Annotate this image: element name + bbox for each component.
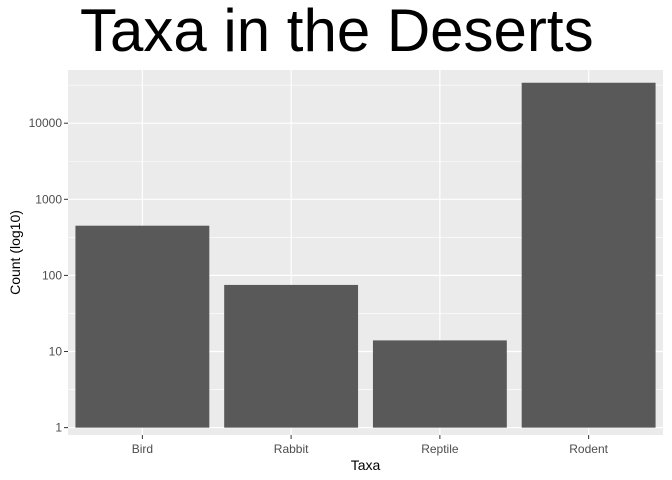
x-tick-label-rabbit: Rabbit <box>274 442 309 456</box>
x-tick-label-rodent: Rodent <box>569 442 608 456</box>
y-axis-title: Count (log10) <box>7 210 23 295</box>
y-tick-label: 10000 <box>29 116 63 130</box>
bar-rodent <box>521 82 656 428</box>
chart-title: Taxa in the Deserts <box>80 0 594 64</box>
y-tick-label: 10 <box>49 345 63 359</box>
y-tick-label: 100 <box>42 268 62 282</box>
x-tick-label-bird: Bird <box>132 442 153 456</box>
bar-rabbit <box>224 284 359 428</box>
x-axis-title: Taxa <box>351 457 381 473</box>
bar-bird <box>75 225 210 428</box>
y-tick-label: 1 <box>55 421 62 435</box>
x-tick-label-reptile: Reptile <box>421 442 459 456</box>
bar-reptile <box>372 340 507 428</box>
y-tick-label: 1000 <box>35 192 62 206</box>
bars <box>75 82 656 428</box>
axes: 1 10 100 1000 10000 Bird Rabbit Reptile Rodent <box>29 116 609 456</box>
